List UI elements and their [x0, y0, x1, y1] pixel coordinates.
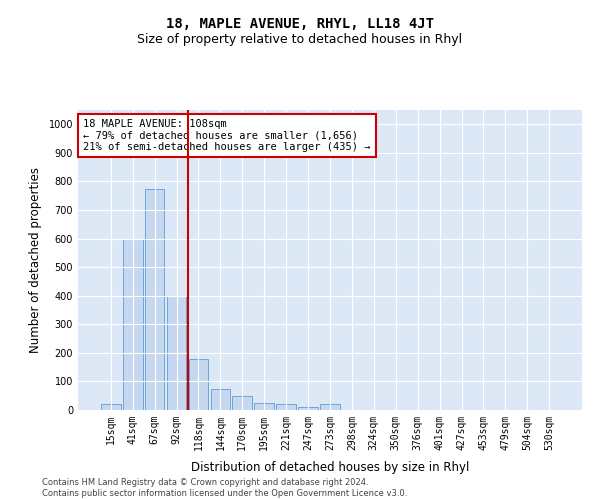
- Text: 18, MAPLE AVENUE, RHYL, LL18 4JT: 18, MAPLE AVENUE, RHYL, LL18 4JT: [166, 18, 434, 32]
- X-axis label: Distribution of detached houses by size in Rhyl: Distribution of detached houses by size …: [191, 461, 469, 474]
- Bar: [276, 404, 296, 410]
- Bar: [232, 396, 252, 410]
- Bar: [254, 403, 274, 410]
- Bar: [298, 407, 318, 410]
- Y-axis label: Number of detached properties: Number of detached properties: [29, 167, 41, 353]
- Bar: [188, 358, 208, 410]
- Bar: [145, 188, 164, 410]
- Bar: [320, 404, 340, 410]
- Text: 18 MAPLE AVENUE: 108sqm
← 79% of detached houses are smaller (1,656)
21% of semi: 18 MAPLE AVENUE: 108sqm ← 79% of detache…: [83, 119, 371, 152]
- Text: Contains HM Land Registry data © Crown copyright and database right 2024.
Contai: Contains HM Land Registry data © Crown c…: [42, 478, 407, 498]
- Bar: [211, 388, 230, 410]
- Bar: [123, 238, 143, 410]
- Text: Size of property relative to detached houses in Rhyl: Size of property relative to detached ho…: [137, 32, 463, 46]
- Bar: [167, 296, 187, 410]
- Bar: [101, 404, 121, 410]
